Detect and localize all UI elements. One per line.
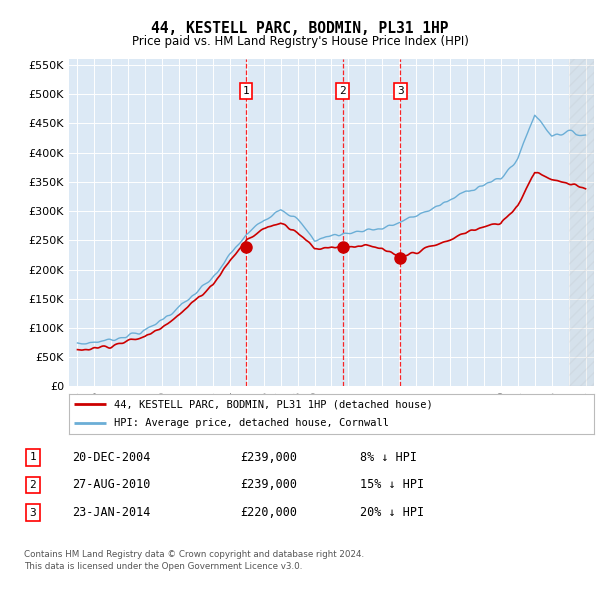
Text: 3: 3 bbox=[29, 508, 37, 517]
Text: Price paid vs. HM Land Registry's House Price Index (HPI): Price paid vs. HM Land Registry's House … bbox=[131, 35, 469, 48]
Text: £239,000: £239,000 bbox=[240, 478, 297, 491]
Text: 2: 2 bbox=[339, 86, 346, 96]
Text: HPI: Average price, detached house, Cornwall: HPI: Average price, detached house, Corn… bbox=[113, 418, 389, 428]
Text: 3: 3 bbox=[397, 86, 404, 96]
Text: 15% ↓ HPI: 15% ↓ HPI bbox=[360, 478, 424, 491]
Text: 1: 1 bbox=[243, 86, 250, 96]
Text: This data is licensed under the Open Government Licence v3.0.: This data is licensed under the Open Gov… bbox=[24, 562, 302, 571]
Text: 2: 2 bbox=[29, 480, 37, 490]
Text: 27-AUG-2010: 27-AUG-2010 bbox=[72, 478, 151, 491]
Text: £239,000: £239,000 bbox=[240, 451, 297, 464]
Text: 20-DEC-2004: 20-DEC-2004 bbox=[72, 451, 151, 464]
Text: 44, KESTELL PARC, BODMIN, PL31 1HP (detached house): 44, KESTELL PARC, BODMIN, PL31 1HP (deta… bbox=[113, 399, 433, 409]
Text: 20% ↓ HPI: 20% ↓ HPI bbox=[360, 506, 424, 519]
Text: 8% ↓ HPI: 8% ↓ HPI bbox=[360, 451, 417, 464]
Text: Contains HM Land Registry data © Crown copyright and database right 2024.: Contains HM Land Registry data © Crown c… bbox=[24, 550, 364, 559]
Text: £220,000: £220,000 bbox=[240, 506, 297, 519]
Text: 1: 1 bbox=[29, 453, 37, 462]
Bar bbox=[569, 59, 594, 386]
Text: 44, KESTELL PARC, BODMIN, PL31 1HP: 44, KESTELL PARC, BODMIN, PL31 1HP bbox=[151, 21, 449, 35]
Text: 23-JAN-2014: 23-JAN-2014 bbox=[72, 506, 151, 519]
